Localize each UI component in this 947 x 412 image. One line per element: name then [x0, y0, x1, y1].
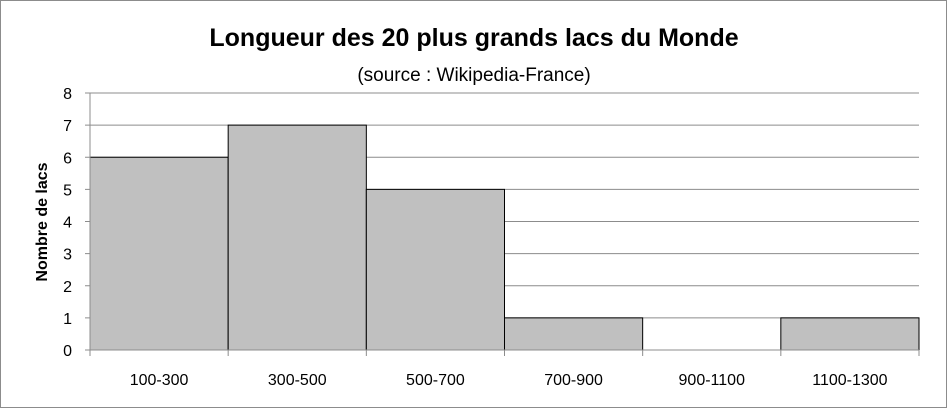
chart-subtitle: (source : Wikipedia-France): [357, 65, 590, 86]
x-tick-label: 300-500: [268, 372, 327, 389]
x-tick-label: 100-300: [130, 372, 189, 389]
y-tick-label: 8: [63, 86, 72, 103]
chart-title: Longueur des 20 plus grands lacs du Mond…: [209, 24, 738, 52]
bars: [89, 124, 920, 351]
y-axis-label: Nombre de lacs: [34, 162, 51, 281]
y-tick-label: 6: [63, 150, 72, 167]
y-tick-label: 1: [63, 311, 72, 328]
bar-1100-1300: [780, 317, 920, 351]
bar-700-900: [504, 317, 644, 351]
y-tick-label: 7: [63, 118, 72, 135]
x-tick-label: 500-700: [406, 372, 465, 389]
x-tick-label: 900-1100: [679, 372, 746, 389]
y-tick-label: 0: [63, 343, 72, 360]
y-tick-labels: 0 1 2 3 4 5 6 7 8: [63, 86, 72, 360]
y-tick-label: 3: [63, 247, 72, 264]
bar-100-300: [89, 156, 229, 351]
bar-500-700: [365, 188, 506, 351]
y-tick-label: 4: [63, 215, 72, 232]
y-tick-label: 2: [63, 279, 72, 296]
x-tick-labels: 100-300 300-500 500-700 700-900 900-1100 1100…: [130, 372, 888, 389]
bar-300-500: [227, 124, 367, 351]
axes: [85, 92, 920, 356]
x-tick-label: 1100-1300: [812, 372, 887, 389]
x-tick-label: 700-900: [544, 372, 603, 389]
y-tick-label: 5: [63, 182, 72, 199]
